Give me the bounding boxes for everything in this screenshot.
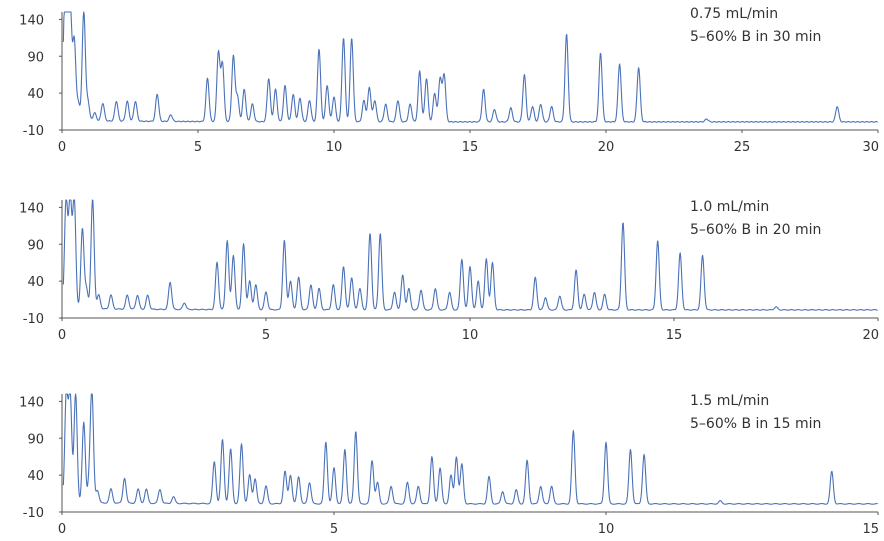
- chromatogram-panel-3: 140 90 40 -10 0 5 10 15 1.5 mL/min 5–60% B in 15 …: [19, 393, 879, 537]
- chromatogram-trace: [62, 199, 878, 311]
- x-tick-label: 10: [598, 522, 615, 537]
- x-tick-label: 0: [58, 140, 66, 155]
- x-tick-label: 15: [462, 140, 479, 155]
- x-tick-label: 25: [734, 140, 751, 155]
- y-tick-label: 140: [19, 13, 44, 28]
- chromatogram-panel-1: 140 90 40 -10 0 5 10 15 20 25 30 0.75 mL/min 5–60% B…: [19, 6, 879, 155]
- y-tick-label: 40: [27, 87, 44, 102]
- y-tick-label: -10: [23, 506, 44, 521]
- y-tick-label: 90: [27, 50, 44, 65]
- x-tick-label: 5: [262, 328, 270, 343]
- y-tick-label: -10: [23, 124, 44, 139]
- y-tick-label: 40: [27, 275, 44, 290]
- condition-label: 0.75 mL/min: [690, 6, 778, 22]
- condition-label: 1.0 mL/min: [690, 199, 769, 215]
- x-tick-label: 5: [330, 522, 338, 537]
- chromatogram-trace: [62, 393, 878, 505]
- x-tick-label: 20: [862, 328, 879, 343]
- x-tick-label: 30: [862, 140, 879, 155]
- x-tick-label: 0: [58, 522, 66, 537]
- y-tick-label: 90: [27, 432, 44, 447]
- y-tick-label: 140: [19, 201, 44, 216]
- condition-label: 1.5 mL/min: [690, 393, 769, 409]
- y-tick-label: 140: [19, 395, 44, 410]
- x-tick-label: 0: [58, 328, 66, 343]
- y-tick-label: 90: [27, 238, 44, 253]
- y-tick-label: 40: [27, 469, 44, 484]
- y-tick-label: -10: [23, 312, 44, 327]
- condition-label: 5–60% B in 20 min: [690, 222, 821, 238]
- chromatogram-panel-2: 140 90 40 -10 0 5 10 15 20 1.0 mL/min 5–60% B in 2…: [19, 199, 879, 343]
- condition-label: 5–60% B in 30 min: [690, 29, 821, 45]
- x-tick-label: 10: [326, 140, 343, 155]
- x-tick-label: 5: [194, 140, 202, 155]
- condition-label: 5–60% B in 15 min: [690, 416, 821, 432]
- x-tick-label: 15: [666, 328, 683, 343]
- x-tick-label: 10: [462, 328, 479, 343]
- x-tick-label: 20: [598, 140, 615, 155]
- chromatogram-trace: [62, 11, 878, 123]
- x-tick-label: 15: [862, 522, 879, 537]
